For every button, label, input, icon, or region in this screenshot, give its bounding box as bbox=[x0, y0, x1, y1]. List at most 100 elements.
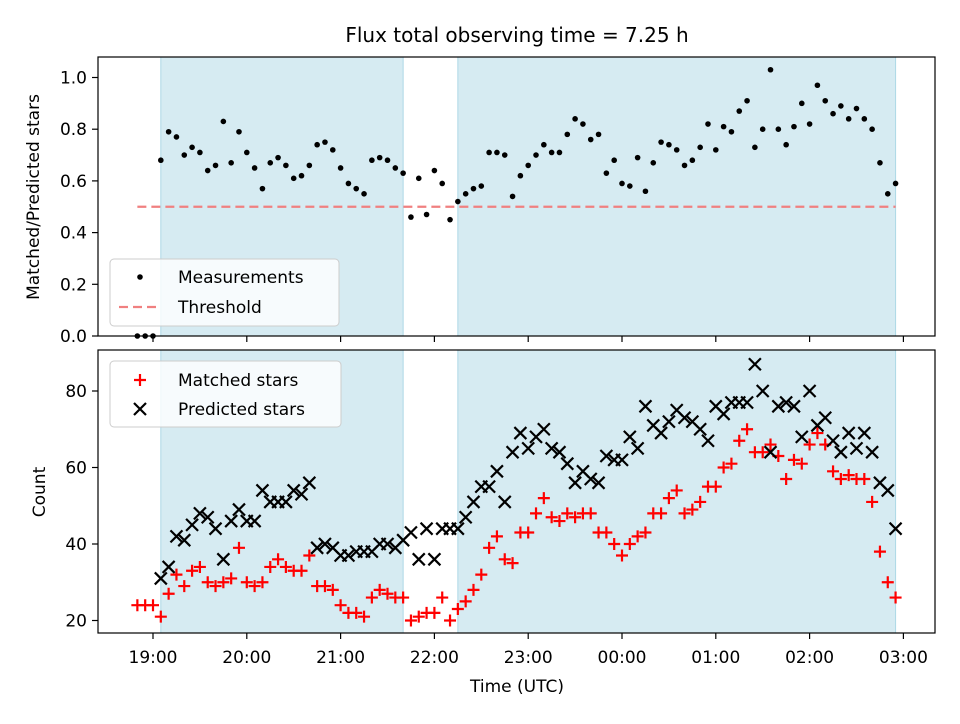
matched-star-point bbox=[178, 580, 191, 593]
top-shaded-intervals bbox=[160, 56, 897, 337]
top-y-ticks: 0.0 0.2 0.4 0.6 0.8 1.0 bbox=[60, 69, 98, 347]
bottom-y-axis-label: Count bbox=[30, 466, 50, 517]
measurement-point bbox=[431, 167, 438, 174]
bottom-y-tick-label: 20 bbox=[65, 612, 87, 632]
matched-star-point bbox=[147, 599, 159, 612]
predicted-star-point bbox=[662, 414, 676, 429]
predicted-star-point bbox=[537, 422, 551, 437]
measurement-point bbox=[650, 160, 657, 166]
matched-star-point bbox=[756, 446, 769, 459]
x-tick-label: 20:00 bbox=[222, 648, 271, 668]
bottom-y-tick-label: 80 bbox=[65, 382, 87, 402]
predicted-star-point bbox=[154, 571, 168, 586]
measurement-point bbox=[400, 170, 406, 176]
measurement-point bbox=[845, 116, 852, 122]
predicted-star-point bbox=[818, 410, 833, 425]
predicted-star-point bbox=[748, 357, 762, 372]
matched-star-point bbox=[600, 526, 613, 539]
matched-star-point bbox=[459, 595, 472, 608]
matched-star-point bbox=[334, 599, 347, 612]
predicted-star-point bbox=[255, 483, 270, 498]
bottom-y-tick-label: 60 bbox=[65, 459, 87, 479]
predicted-star-point bbox=[521, 441, 535, 456]
predicted-star-point bbox=[216, 552, 231, 567]
x-tick-label: 03:00 bbox=[879, 648, 928, 668]
matched-star-point bbox=[451, 603, 464, 616]
matched-star-point bbox=[381, 587, 394, 600]
measurement-point bbox=[767, 66, 774, 73]
measurement-point bbox=[494, 149, 500, 156]
matched-star-point bbox=[264, 560, 277, 573]
measurement-point bbox=[556, 149, 563, 156]
measurement-point bbox=[165, 128, 172, 135]
bottom-x-ticks: 19:00 20:00 21:00 22:00 23:00 00:00 01:00 02:00… bbox=[129, 633, 928, 668]
matched-star-point bbox=[256, 576, 269, 589]
matched-star-point bbox=[530, 507, 543, 520]
measurement-point bbox=[689, 157, 696, 164]
matched-star-point bbox=[193, 560, 206, 573]
measurement-point bbox=[345, 180, 352, 187]
predicted-star-point bbox=[505, 445, 520, 459]
measurement-point bbox=[744, 97, 750, 104]
measurement-point bbox=[369, 157, 375, 164]
measurement-point bbox=[298, 172, 305, 179]
matched-star-point bbox=[811, 427, 824, 440]
predicted-star-point bbox=[615, 453, 629, 467]
measurement-point bbox=[595, 131, 602, 138]
matched-star-point bbox=[553, 515, 566, 528]
predicted-stars-points bbox=[154, 357, 903, 586]
bottom-legend: Matched stars Predicted stars bbox=[109, 360, 342, 428]
matched-star-point bbox=[350, 606, 363, 619]
measurement-point bbox=[423, 211, 430, 218]
predicted-star-point bbox=[513, 426, 528, 440]
legend-measurements-marker bbox=[137, 274, 143, 280]
matched-star-point bbox=[725, 457, 738, 470]
predicted-star-point bbox=[677, 410, 692, 425]
measurement-point bbox=[666, 141, 672, 148]
matched-star-point bbox=[154, 610, 167, 623]
top-y-axis-label: Matched/Predicted stars bbox=[24, 94, 44, 300]
predicted-star-point bbox=[779, 395, 793, 410]
matched-star-point bbox=[787, 453, 800, 466]
predicted-star-point bbox=[294, 487, 309, 502]
measurement-point bbox=[525, 162, 531, 169]
predicted-star-point bbox=[279, 495, 293, 509]
matched-star-point bbox=[209, 580, 222, 593]
legend-matched-marker bbox=[134, 374, 146, 386]
measurement-point bbox=[353, 185, 360, 192]
measurement-point bbox=[681, 162, 688, 169]
measurement-point bbox=[861, 116, 868, 122]
matched-star-point bbox=[326, 583, 339, 596]
matched-star-point bbox=[795, 457, 808, 470]
matched-star-point bbox=[717, 461, 730, 474]
predicted-star-point bbox=[451, 521, 465, 536]
measurement-point bbox=[619, 180, 625, 187]
predicted-star-point bbox=[623, 430, 637, 444]
measurement-points bbox=[134, 66, 899, 339]
matched-star-point bbox=[506, 557, 519, 570]
predicted-star-point bbox=[560, 456, 575, 471]
matched-star-point bbox=[834, 472, 847, 485]
measurement-point bbox=[197, 149, 203, 156]
predicted-star-point bbox=[490, 464, 504, 479]
matched-star-point bbox=[537, 492, 550, 505]
predicted-star-point bbox=[419, 521, 434, 536]
predicted-star-point bbox=[458, 510, 473, 525]
predicted-star-point bbox=[544, 441, 559, 456]
predicted-star-point bbox=[310, 541, 324, 555]
matched-star-point bbox=[186, 564, 199, 577]
legend-measurements-label: Measurements bbox=[178, 268, 304, 288]
top-plot-frame bbox=[97, 56, 936, 337]
measurement-point bbox=[814, 82, 821, 89]
measurement-point bbox=[869, 126, 875, 132]
matched-star-point bbox=[889, 591, 902, 604]
matched-star-point bbox=[217, 576, 230, 589]
measurement-point bbox=[541, 141, 547, 148]
x-tick-label: 02:00 bbox=[785, 648, 834, 668]
top-legend: Measurements Threshold bbox=[109, 258, 340, 327]
matched-star-point bbox=[655, 507, 668, 520]
measurement-point bbox=[392, 165, 399, 171]
predicted-star-point bbox=[654, 426, 668, 440]
matched-star-point bbox=[584, 507, 597, 520]
matched-star-point bbox=[803, 438, 816, 451]
